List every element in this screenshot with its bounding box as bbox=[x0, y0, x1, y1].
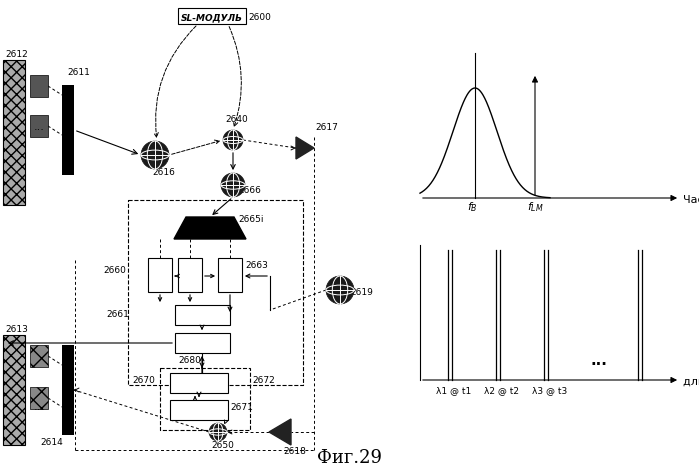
Text: FDC: FDC bbox=[186, 380, 206, 389]
Text: 2660: 2660 bbox=[103, 266, 126, 275]
Text: Частота: Частота bbox=[683, 195, 699, 205]
Text: OA: OA bbox=[224, 277, 233, 282]
Bar bbox=[30, 387, 48, 409]
Text: 2600: 2600 bbox=[248, 13, 271, 22]
Text: PD: PD bbox=[192, 407, 206, 416]
Text: RSOA: RSOA bbox=[180, 267, 197, 272]
Text: 2665i: 2665i bbox=[238, 215, 264, 224]
Text: 2612: 2612 bbox=[5, 50, 28, 59]
Text: ...: ... bbox=[34, 402, 45, 412]
Text: LMC: LMC bbox=[189, 340, 210, 349]
Bar bbox=[3, 60, 25, 205]
Bar bbox=[62, 345, 74, 435]
Bar bbox=[160, 368, 250, 430]
Text: λ2 @ t2: λ2 @ t2 bbox=[484, 386, 519, 395]
Polygon shape bbox=[296, 137, 314, 159]
Bar bbox=[62, 85, 74, 175]
Bar bbox=[30, 345, 48, 367]
Circle shape bbox=[221, 173, 245, 197]
Text: 2613: 2613 bbox=[5, 325, 28, 334]
Circle shape bbox=[223, 130, 243, 150]
Text: SL-МОДУЛЬ: SL-МОДУЛЬ bbox=[181, 13, 243, 22]
Bar bbox=[170, 400, 228, 420]
Text: 2611: 2611 bbox=[67, 68, 90, 77]
Text: $f_{LM}$: $f_{LM}$ bbox=[526, 200, 543, 214]
Text: 2670: 2670 bbox=[132, 376, 155, 385]
Text: 2650: 2650 bbox=[211, 441, 234, 450]
Bar bbox=[3, 335, 25, 445]
Bar bbox=[128, 200, 303, 385]
Text: 2663: 2663 bbox=[245, 261, 268, 270]
Polygon shape bbox=[269, 419, 291, 445]
Bar bbox=[175, 333, 230, 353]
Text: 2661: 2661 bbox=[106, 310, 129, 319]
Bar bbox=[170, 373, 228, 393]
Text: 2666: 2666 bbox=[238, 186, 261, 195]
Text: длина волны: длина волны bbox=[683, 377, 699, 387]
Text: 2616: 2616 bbox=[152, 168, 175, 177]
Bar bbox=[30, 115, 48, 137]
Text: λ1 @ t1: λ1 @ t1 bbox=[436, 386, 471, 395]
Circle shape bbox=[141, 141, 169, 169]
Text: 2619: 2619 bbox=[350, 288, 373, 297]
Text: Фиг.29: Фиг.29 bbox=[317, 449, 382, 467]
Circle shape bbox=[326, 276, 354, 304]
Text: OA: OA bbox=[154, 277, 163, 282]
Bar bbox=[178, 258, 202, 292]
Bar bbox=[178, 8, 246, 24]
Bar bbox=[30, 75, 48, 97]
Text: λ3 @ t3: λ3 @ t3 bbox=[532, 386, 568, 395]
Text: 2614: 2614 bbox=[40, 438, 63, 447]
Text: 2672: 2672 bbox=[252, 376, 275, 385]
Text: 2680: 2680 bbox=[178, 356, 201, 365]
Bar bbox=[218, 258, 242, 292]
Text: FUC: FUC bbox=[189, 312, 209, 321]
Bar bbox=[148, 258, 172, 292]
Polygon shape bbox=[174, 217, 246, 239]
Text: ...: ... bbox=[590, 353, 607, 368]
Text: ...: ... bbox=[34, 122, 45, 132]
Text: 2618: 2618 bbox=[283, 447, 306, 456]
Text: 2617: 2617 bbox=[315, 123, 338, 132]
Text: 2671: 2671 bbox=[230, 403, 253, 412]
Text: 2640: 2640 bbox=[225, 115, 247, 124]
Bar bbox=[175, 305, 230, 325]
Text: OA: OA bbox=[184, 277, 193, 282]
Text: RSOA: RSOA bbox=[220, 267, 237, 272]
Text: $f_B$: $f_B$ bbox=[467, 200, 477, 214]
Circle shape bbox=[209, 423, 227, 441]
Text: RSOA: RSOA bbox=[150, 267, 167, 272]
